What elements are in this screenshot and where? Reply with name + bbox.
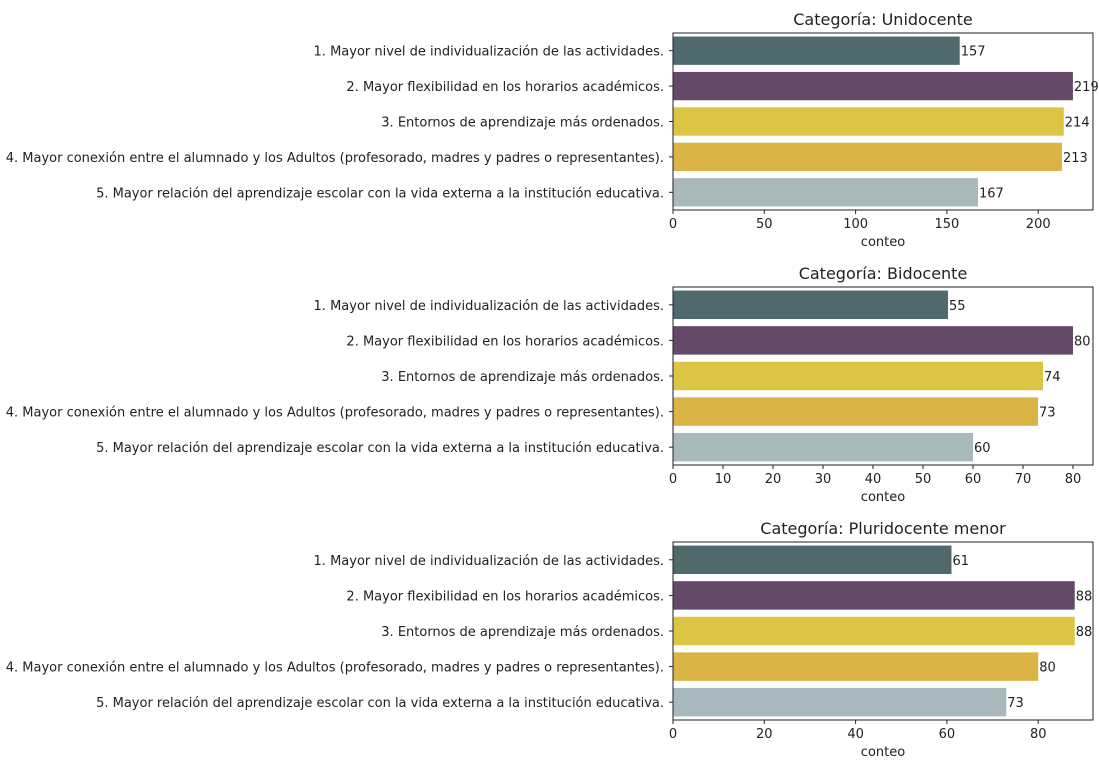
x-tick-label: 100 — [843, 217, 868, 232]
category-label: 2. Mayor flexibilidad en los horarios ac… — [346, 334, 664, 349]
category-label: 2. Mayor flexibilidad en los horarios ac… — [346, 589, 664, 604]
x-tick-label: 200 — [1026, 217, 1051, 232]
category-label: 5. Mayor relación del aprendizaje escola… — [96, 186, 664, 201]
bar — [673, 616, 1075, 646]
data-label: 80 — [1074, 334, 1091, 349]
bar — [673, 397, 1038, 426]
x-tick-label: 20 — [765, 472, 782, 487]
category-label: 3. Entornos de aprendizaje más ordenados… — [381, 370, 664, 385]
bar — [673, 545, 952, 575]
x-axis-label: conteo — [861, 745, 905, 760]
bar — [673, 687, 1007, 717]
chart-panel-2: Categoría: Bidocente 55 1. Mayor nivel de … — [6, 264, 1094, 505]
bar — [673, 432, 973, 462]
bar — [673, 581, 1075, 610]
data-label: 73 — [1039, 406, 1056, 421]
chart-title: Categoría: Bidocente — [799, 264, 968, 283]
x-tick-label: 80 — [1030, 727, 1047, 742]
x-tick-label: 0 — [669, 217, 677, 232]
category-label: 1. Mayor nivel de individualización de l… — [314, 554, 664, 569]
data-label: 73 — [1007, 696, 1024, 711]
bar — [673, 36, 960, 65]
x-tick-label: 20 — [756, 727, 773, 742]
x-tick-label: 40 — [865, 472, 882, 487]
data-label: 167 — [979, 186, 1004, 201]
category-label: 5. Mayor relación del aprendizaje escola… — [96, 696, 664, 711]
data-label: 214 — [1065, 116, 1090, 131]
bar — [673, 361, 1043, 391]
data-label: 219 — [1074, 80, 1099, 95]
data-label: 88 — [1076, 625, 1093, 640]
x-tick-label: 50 — [756, 217, 773, 232]
data-label: 74 — [1044, 370, 1061, 385]
category-label: 4. Mayor conexión entre el alumnado y lo… — [6, 151, 664, 166]
data-label: 55 — [949, 299, 966, 314]
data-label: 213 — [1063, 151, 1088, 166]
plot-frame — [672, 541, 1094, 721]
x-tick-label: 0 — [669, 472, 677, 487]
category-label: 5. Mayor relación del aprendizaje escola… — [96, 441, 664, 456]
data-label: 80 — [1039, 661, 1056, 676]
bar — [673, 290, 948, 320]
bar — [673, 652, 1039, 681]
chart-title: Categoría: Pluridocente menor — [760, 519, 1006, 538]
category-label: 4. Mayor conexión entre el alumnado y lo… — [6, 406, 664, 421]
chart-title: Categoría: Unidocente — [793, 10, 972, 29]
category-label: 2. Mayor flexibilidad en los horarios ac… — [346, 80, 664, 95]
chart-panel-1: Categoría: Unidocente 157 1. Mayor nivel d… — [6, 10, 1099, 250]
x-axis-label: conteo — [861, 490, 905, 505]
bar — [673, 71, 1073, 101]
data-label: 88 — [1076, 589, 1093, 604]
x-tick-label: 60 — [939, 727, 956, 742]
category-label: 3. Entornos de aprendizaje más ordenados… — [381, 625, 664, 640]
bar — [673, 326, 1073, 355]
category-label: 1. Mayor nivel de individualización de l… — [314, 45, 664, 60]
bar — [673, 142, 1062, 172]
category-label: 1. Mayor nivel de individualización de l… — [314, 299, 664, 314]
data-label: 61 — [952, 554, 969, 569]
plot-frame — [672, 32, 1094, 211]
x-tick-label: 0 — [669, 727, 677, 742]
plot-frame — [672, 286, 1094, 466]
x-tick-label: 70 — [1015, 472, 1032, 487]
x-tick-label: 50 — [915, 472, 932, 487]
x-tick-label: 40 — [847, 727, 864, 742]
x-tick-label: 30 — [815, 472, 832, 487]
chart-panel-3: Categoría: Pluridocente menor 61 1. Mayor … — [6, 519, 1094, 760]
bar — [673, 107, 1064, 136]
x-axis-label: conteo — [861, 235, 905, 250]
bar — [673, 178, 978, 207]
category-label: 3. Entornos de aprendizaje más ordenados… — [381, 116, 664, 131]
x-tick-label: 80 — [1065, 472, 1082, 487]
x-tick-label: 60 — [965, 472, 982, 487]
x-tick-label: 10 — [715, 472, 732, 487]
x-tick-label: 150 — [934, 217, 959, 232]
data-label: 157 — [961, 45, 986, 60]
data-label: 60 — [974, 441, 991, 456]
category-label: 4. Mayor conexión entre el alumnado y lo… — [6, 661, 664, 676]
